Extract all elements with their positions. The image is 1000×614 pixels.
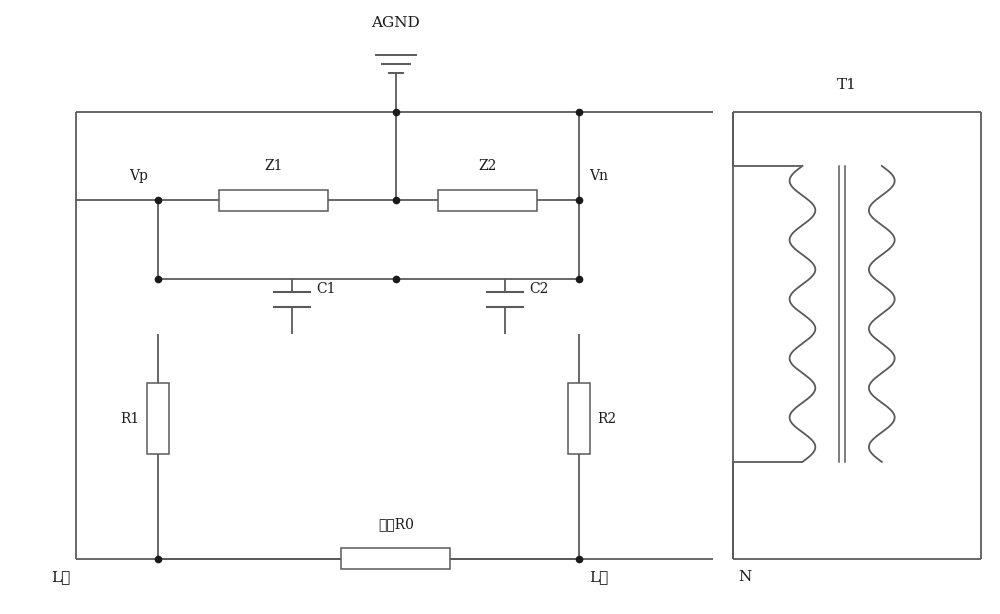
Text: C2: C2: [530, 282, 549, 296]
Bar: [341, 548, 450, 569]
Text: Vn: Vn: [589, 169, 608, 183]
Text: Vp: Vp: [129, 169, 148, 183]
Text: Z1: Z1: [265, 159, 283, 173]
Text: Z2: Z2: [478, 159, 496, 173]
Bar: [147, 384, 169, 454]
Text: N: N: [738, 570, 751, 585]
Bar: [219, 190, 328, 211]
Text: T1: T1: [837, 78, 857, 92]
Text: R1: R1: [120, 412, 140, 426]
Text: AGND: AGND: [372, 16, 420, 30]
Text: C1: C1: [317, 282, 336, 296]
Text: L出: L出: [589, 570, 608, 585]
Text: 锶鑰R0: 锶鑰R0: [378, 517, 414, 531]
Bar: [438, 190, 537, 211]
Bar: [568, 384, 590, 454]
Text: L进: L进: [51, 570, 71, 585]
Text: R2: R2: [598, 412, 617, 426]
